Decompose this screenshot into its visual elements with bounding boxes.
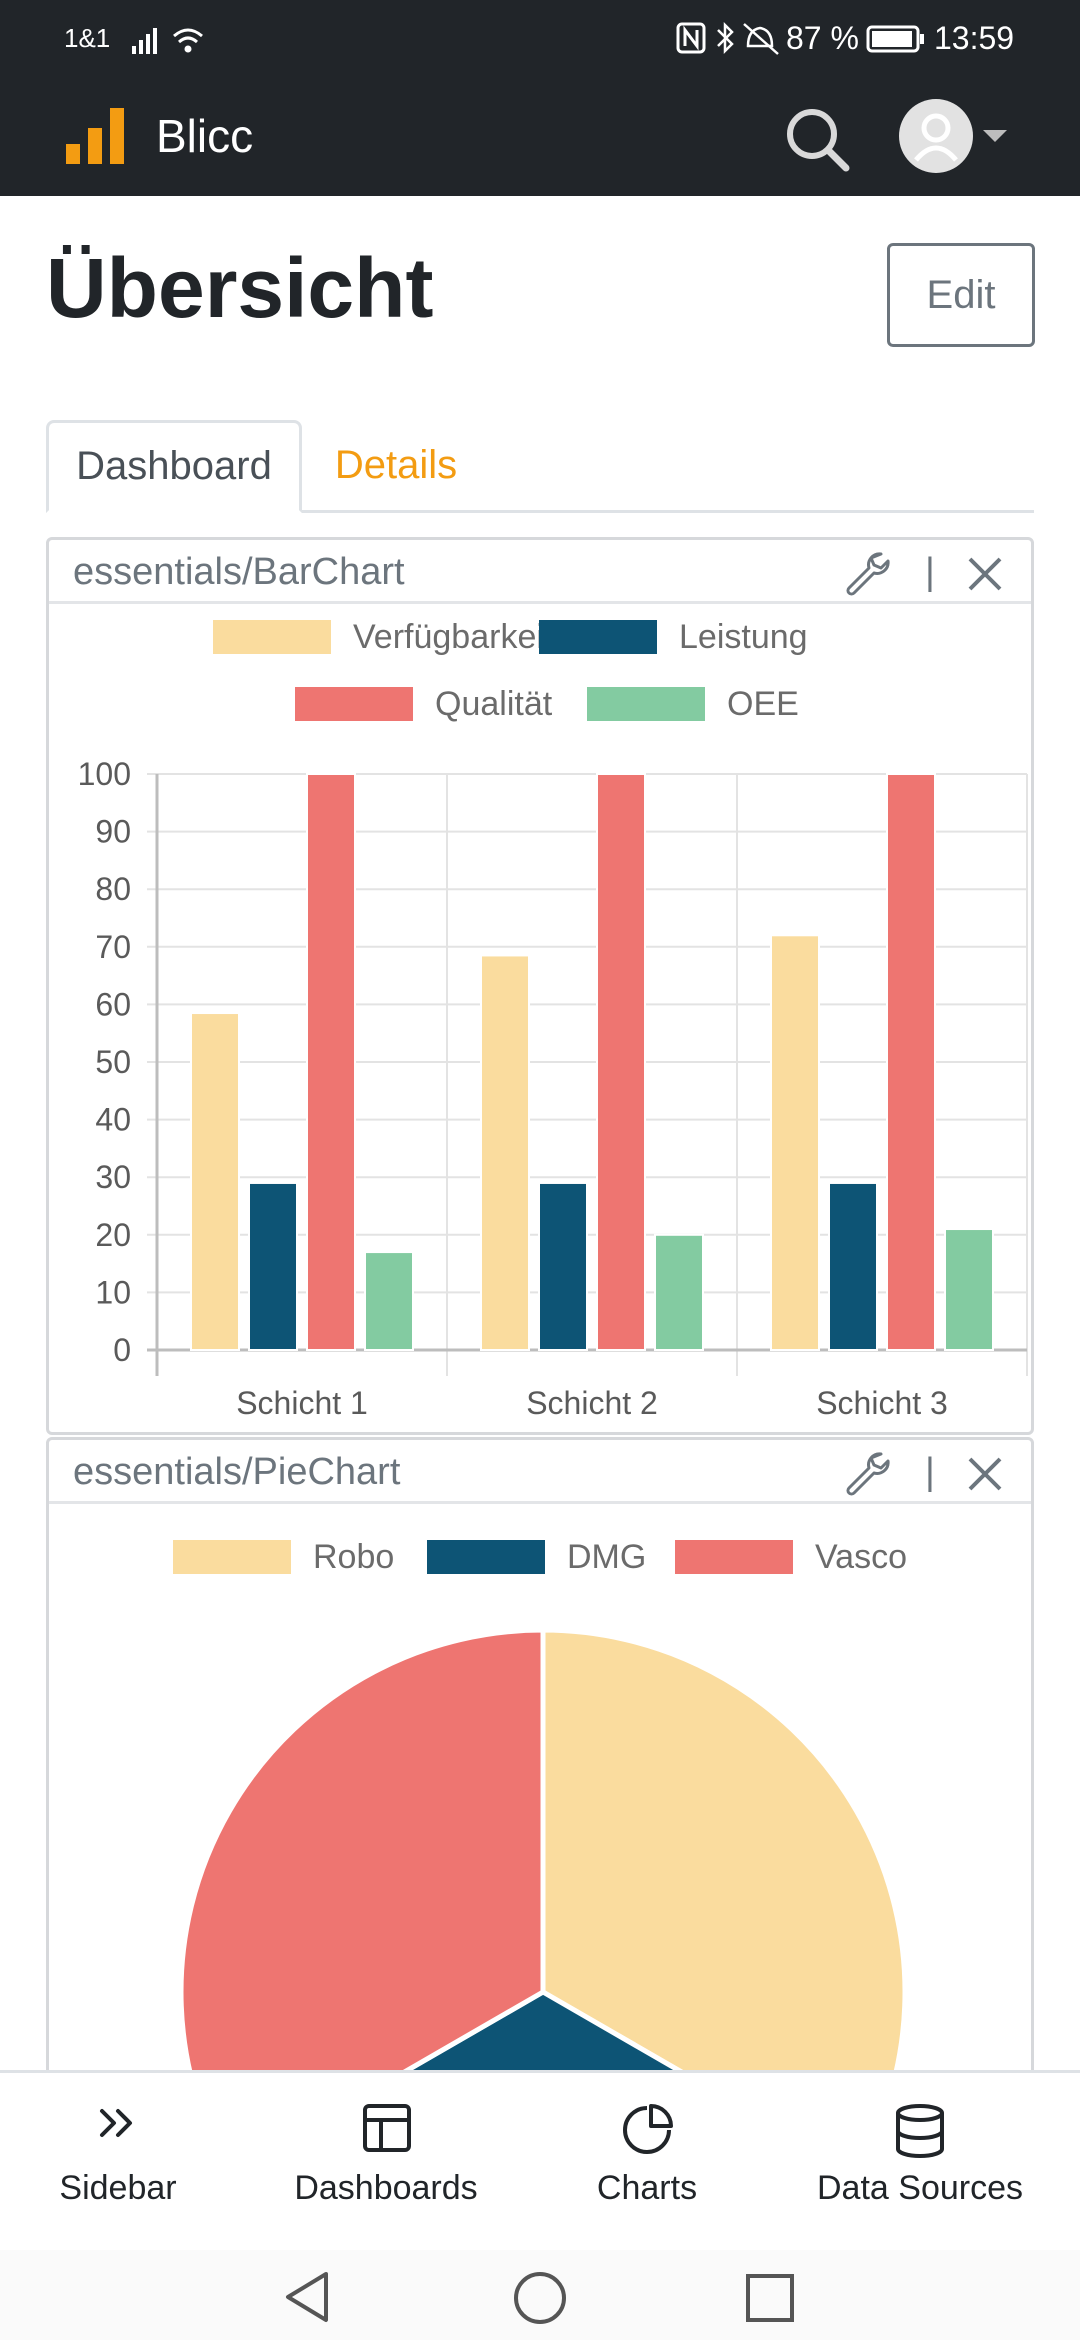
- x-tick-label: Schicht 1: [236, 1385, 368, 1421]
- double-chevron-right-icon: [100, 2109, 132, 2137]
- bar[interactable]: [770, 934, 820, 1351]
- legend-label[interactable]: Leistung: [679, 618, 808, 656]
- y-tick-label: 90: [95, 814, 131, 850]
- system-navigation: [0, 2250, 1080, 2340]
- legend-label[interactable]: OEE: [727, 685, 799, 723]
- close-icon[interactable]: [965, 1454, 1005, 1494]
- legend-label[interactable]: Verfügbarkeit: [353, 618, 554, 656]
- bar[interactable]: [538, 1181, 588, 1352]
- legend-label[interactable]: Robo: [313, 1538, 394, 1576]
- nav-dashboards[interactable]: Dashboards: [282, 2073, 490, 2253]
- bar[interactable]: [828, 1181, 878, 1352]
- close-icon[interactable]: [965, 554, 1005, 594]
- legend-swatch[interactable]: [675, 1540, 793, 1574]
- tabs-divider: [46, 510, 1034, 513]
- search-icon[interactable]: [784, 106, 850, 172]
- battery-percent: 87 %: [786, 20, 859, 56]
- y-tick-label: 40: [95, 1102, 131, 1138]
- legend-swatch[interactable]: [295, 687, 413, 721]
- recents-icon[interactable]: [744, 2272, 796, 2324]
- y-tick-label: 10: [95, 1274, 131, 1310]
- nav-charts[interactable]: Charts: [572, 2073, 722, 2253]
- bottom-navigation: Sidebar Dashboards Charts Data Sources: [0, 2070, 1080, 2250]
- y-tick-label: 100: [78, 756, 131, 792]
- bar[interactable]: [480, 954, 530, 1351]
- x-tick-label: Schicht 3: [816, 1385, 948, 1421]
- app-bar: Blicc: [0, 78, 1080, 196]
- y-tick-label: 70: [95, 929, 131, 965]
- y-tick-label: 20: [95, 1217, 131, 1253]
- card-header: essentials/BarChart |: [49, 540, 1031, 604]
- signal-wifi-icon: [132, 28, 203, 54]
- caret-down-icon[interactable]: [982, 128, 1008, 144]
- wrench-icon[interactable]: [843, 548, 891, 596]
- back-icon[interactable]: [282, 2270, 332, 2324]
- legend-swatch[interactable]: [539, 620, 657, 654]
- bar-chart-logo-icon: [66, 108, 124, 164]
- bar[interactable]: [190, 1012, 240, 1351]
- tab-dashboard[interactable]: Dashboard: [46, 420, 302, 513]
- card-separator: |: [925, 551, 935, 593]
- pie-slice[interactable]: [540, 1627, 908, 2077]
- card-title: essentials/BarChart: [73, 551, 405, 593]
- legend-swatch[interactable]: [587, 687, 705, 721]
- pie-chart-card: essentials/PieChart | Robo DMG Vasco: [46, 1437, 1034, 2077]
- y-tick-label: 50: [95, 1044, 131, 1080]
- legend-label[interactable]: Vasco: [815, 1538, 907, 1576]
- bar[interactable]: [596, 773, 646, 1351]
- page-title: Übersicht: [46, 241, 434, 335]
- user-avatar-icon[interactable]: [898, 98, 974, 174]
- bar[interactable]: [886, 773, 936, 1351]
- home-icon[interactable]: [512, 2270, 568, 2326]
- clock: 13:59: [934, 20, 1015, 56]
- legend-swatch[interactable]: [173, 1540, 291, 1574]
- x-tick-label: Schicht 2: [526, 1385, 658, 1421]
- nav-data-sources[interactable]: Data Sources: [800, 2073, 1040, 2253]
- pie-slice[interactable]: [178, 1627, 546, 2077]
- nav-sidebar[interactable]: Sidebar: [30, 2073, 206, 2253]
- bar[interactable]: [364, 1251, 414, 1352]
- nav-label: Charts: [596, 2169, 698, 2207]
- nfc-bluetooth-mute-icon: [676, 21, 779, 55]
- y-tick-label: 80: [95, 871, 131, 907]
- bar[interactable]: [944, 1228, 994, 1351]
- y-tick-label: 0: [113, 1332, 131, 1368]
- nav-label: Data Sources: [817, 2169, 1023, 2207]
- bar[interactable]: [654, 1233, 704, 1351]
- bar[interactable]: [248, 1181, 298, 1352]
- bar-chart: Verfügbarkeit Leistung Qualität OEE 0 10 20 30…: [78, 618, 1028, 1421]
- legend-swatch[interactable]: [213, 620, 331, 654]
- tab-details[interactable]: Details: [334, 443, 458, 487]
- pie-slice[interactable]: [229, 1989, 856, 2077]
- status-bar: 1&1 87 % 13:59: [0, 0, 1080, 78]
- battery-icon: [866, 25, 924, 53]
- pie-chart-icon: [623, 2104, 673, 2154]
- carrier-label: 1&1: [64, 23, 111, 53]
- database-icon: [896, 2104, 944, 2158]
- legend-swatch[interactable]: [427, 1540, 545, 1574]
- wrench-icon[interactable]: [843, 1448, 891, 1496]
- legend-label[interactable]: DMG: [567, 1538, 646, 1576]
- layout-icon: [363, 2104, 411, 2152]
- nav-label: Dashboards: [294, 2169, 478, 2207]
- card-header: essentials/PieChart |: [49, 1440, 1031, 1504]
- bar[interactable]: [306, 773, 356, 1351]
- bar-chart-card: essentials/BarChart | Verfügbarkeit Leist…: [46, 537, 1034, 1435]
- nav-label: Sidebar: [59, 2169, 177, 2207]
- edit-button[interactable]: Edit: [887, 243, 1035, 347]
- card-title: essentials/PieChart: [73, 1451, 401, 1493]
- card-separator: |: [925, 1451, 935, 1493]
- pie-chart: Robo DMG Vasco: [173, 1538, 908, 2077]
- legend-label[interactable]: Qualität: [435, 685, 553, 723]
- y-tick-label: 60: [95, 986, 131, 1022]
- y-tick-label: 30: [95, 1159, 131, 1195]
- app-title: Blicc: [156, 110, 254, 162]
